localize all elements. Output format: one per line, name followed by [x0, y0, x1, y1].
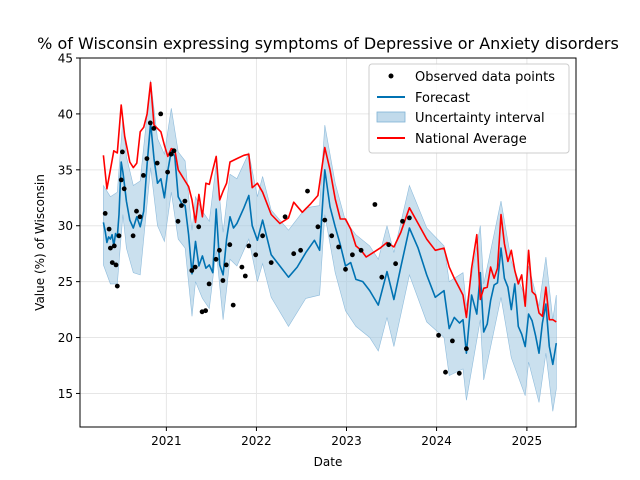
- observed-point: [291, 251, 297, 257]
- legend-forecast-label: Forecast: [415, 91, 470, 106]
- observed-point: [443, 369, 448, 375]
- observed-point: [213, 256, 219, 262]
- observed-point: [203, 308, 209, 314]
- observed-point: [407, 215, 412, 221]
- observed-point: [106, 226, 112, 232]
- observed-point: [102, 211, 108, 216]
- observed-point: [108, 245, 113, 251]
- observed-point: [121, 186, 127, 192]
- x-axis-label: Date: [314, 455, 343, 469]
- axes-frame: [79, 57, 577, 428]
- observed-point: [336, 244, 341, 250]
- y-tick-label: 40: [58, 107, 73, 121]
- observed-point: [154, 160, 160, 166]
- observed-point: [151, 125, 157, 131]
- legend-observed-marker: [388, 73, 394, 79]
- y-tick-label: 25: [58, 275, 73, 289]
- observed-point: [192, 264, 198, 270]
- legend-interval-swatch: [376, 111, 406, 123]
- observed-point: [217, 247, 222, 253]
- observed-point: [242, 273, 248, 279]
- y-axis-label: Value (%) of Wisconsin: [33, 174, 47, 311]
- observed-point: [305, 188, 310, 194]
- x-tick-label: 2021: [151, 434, 182, 448]
- observed-point: [400, 218, 405, 224]
- observed-point: [298, 247, 303, 253]
- observed-point: [464, 346, 469, 352]
- observed-point: [137, 214, 143, 220]
- observed-point: [358, 247, 364, 253]
- y-tick-label: 45: [58, 52, 73, 66]
- x-tick-label: 2022: [241, 434, 272, 448]
- observed-point: [322, 217, 328, 223]
- observed-point: [116, 233, 122, 239]
- observed-point: [230, 302, 236, 308]
- y-tick-label: 20: [58, 331, 73, 345]
- observed-point: [165, 169, 171, 175]
- observed-point: [450, 338, 455, 344]
- observed-point: [220, 278, 226, 283]
- observed-point: [182, 198, 188, 204]
- y-tick-label: 30: [58, 219, 73, 233]
- legend-box: [368, 63, 570, 154]
- observed-point: [260, 233, 265, 239]
- observed-point: [134, 208, 139, 214]
- observed-point: [227, 242, 233, 248]
- y-tick-label: 35: [58, 163, 73, 177]
- observed-point: [113, 262, 119, 268]
- observed-point: [179, 203, 184, 209]
- y-tick-label: 15: [58, 387, 73, 401]
- x-tick-label: 2023: [331, 434, 362, 448]
- observed-point: [206, 281, 212, 287]
- legend: Observed data points Forecast Uncertaint…: [368, 63, 570, 154]
- observed-point: [386, 242, 392, 248]
- legend-observed-label: Observed data points: [415, 70, 555, 85]
- observed-point: [436, 332, 441, 338]
- observed-point: [456, 370, 462, 376]
- y-axis: 15 20 25 30 35 40 45: [58, 52, 80, 401]
- observed-point: [196, 224, 202, 230]
- x-tick-label: 2024: [421, 434, 452, 448]
- observed-point: [253, 252, 259, 258]
- observed-point: [379, 274, 385, 280]
- national-average-line: [102, 81, 557, 323]
- observed-point: [175, 218, 181, 224]
- observed-point: [282, 214, 288, 220]
- observed-point: [223, 262, 229, 268]
- observed-point: [343, 266, 348, 272]
- observed-point: [111, 243, 117, 249]
- forecast-line: [102, 122, 558, 366]
- plot-area: [102, 80, 558, 412]
- observed-point: [239, 264, 245, 270]
- observed-point: [130, 233, 136, 239]
- observed-point: [120, 149, 125, 155]
- observed-point: [114, 283, 120, 289]
- observed-point: [315, 224, 321, 230]
- observed-point: [158, 111, 164, 117]
- observed-point: [393, 261, 398, 267]
- observed-point: [168, 151, 174, 157]
- observed-point: [171, 148, 177, 154]
- observed-point: [118, 177, 124, 183]
- observed-point: [350, 252, 355, 258]
- observed-point: [189, 268, 195, 273]
- observed-point: [268, 260, 274, 265]
- observed-point: [109, 260, 115, 265]
- observed-point: [141, 173, 146, 178]
- legend-interval-label: Uncertainty interval: [415, 111, 545, 126]
- legend-national-label: National Average: [415, 132, 527, 147]
- x-tick-label: 2025: [512, 434, 543, 448]
- observed-point: [372, 202, 378, 207]
- x-axis: 2021 2022 2023 2024 2025: [151, 427, 542, 448]
- observed-point: [246, 243, 252, 249]
- observed-point: [147, 120, 153, 126]
- observed-point: [144, 156, 150, 162]
- chart-title: % of Wisconsin expressing symptoms of De…: [37, 34, 619, 53]
- observed-point: [329, 233, 335, 239]
